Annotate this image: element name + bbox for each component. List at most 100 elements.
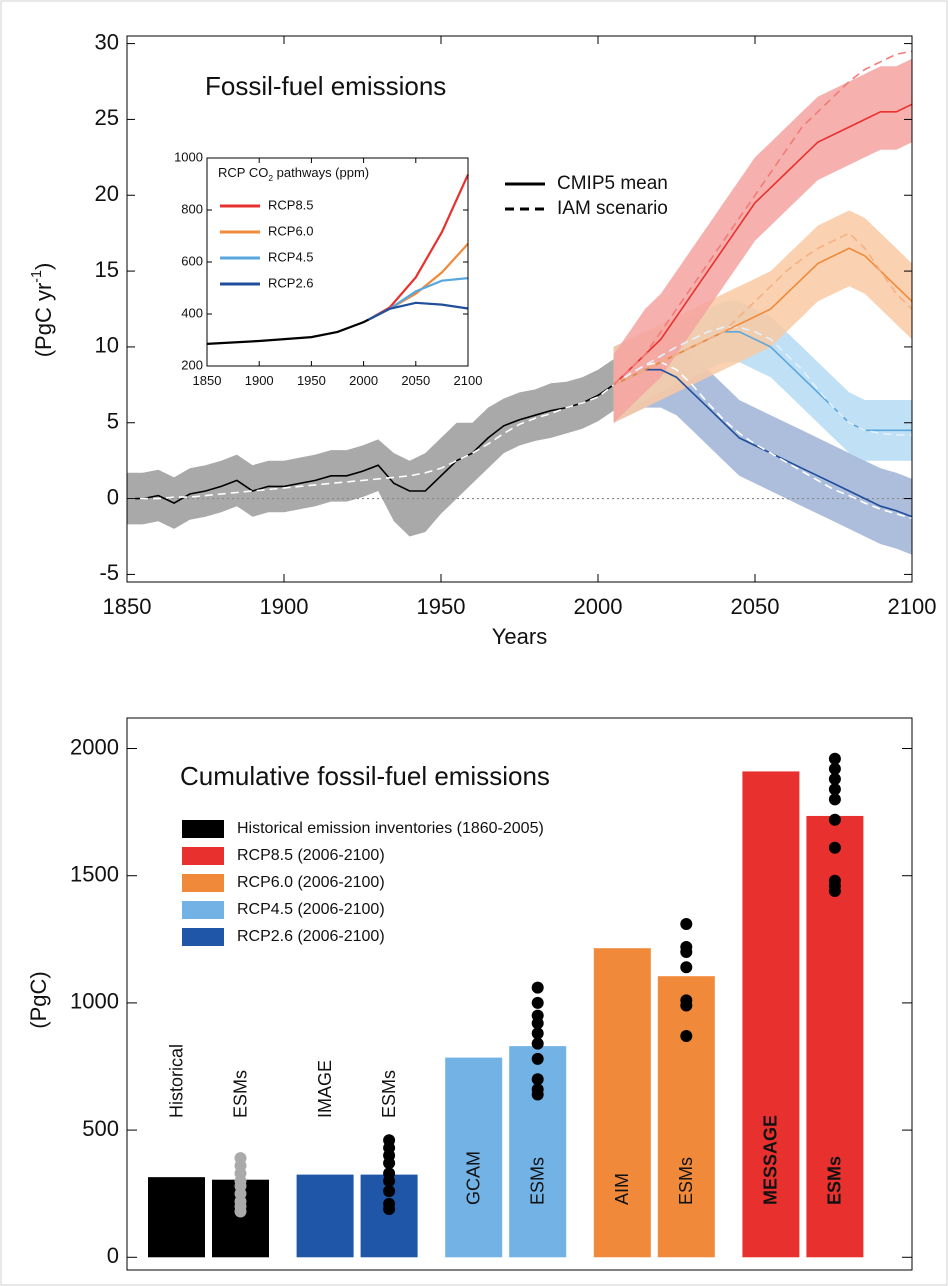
y-tick-label: 600 bbox=[181, 253, 203, 268]
bar-label: ESMs bbox=[230, 1070, 250, 1118]
model-point bbox=[828, 783, 841, 796]
x-tick-label: 2050 bbox=[731, 594, 780, 619]
iam-line bbox=[613, 50, 913, 386]
model-point bbox=[680, 918, 693, 931]
x-tick-label: 2100 bbox=[454, 373, 483, 388]
bar-label: ESMs bbox=[379, 1070, 399, 1118]
y-tick-label: 0 bbox=[107, 1243, 119, 1268]
legend-label: RCP4.5 (2006-2100) bbox=[237, 901, 385, 918]
bar-label: IMAGE bbox=[315, 1060, 335, 1118]
data-line bbox=[368, 301, 469, 321]
iam-line bbox=[613, 326, 912, 436]
y-tick-label: 400 bbox=[181, 305, 203, 320]
x-tick-label: 1850 bbox=[103, 594, 152, 619]
y-tick-label: 15 bbox=[95, 257, 119, 282]
bar bbox=[593, 948, 651, 1258]
legend-label: RCP8.5 bbox=[268, 197, 314, 212]
data-line bbox=[127, 384, 615, 505]
legend-label: RCP4.5 bbox=[268, 249, 314, 264]
y-tick-label: 200 bbox=[181, 357, 203, 372]
model-point bbox=[531, 1083, 544, 1096]
data-line bbox=[206, 318, 370, 345]
model-point bbox=[680, 940, 693, 953]
iam-line bbox=[613, 361, 913, 520]
chart-title-part: pathways (ppm) bbox=[273, 165, 369, 180]
x-tick-label: 1850 bbox=[193, 373, 222, 388]
model-point bbox=[828, 752, 841, 765]
legend-swatch bbox=[182, 820, 224, 838]
legend-label: IAM scenario bbox=[557, 198, 668, 219]
x-tick-label: 2000 bbox=[349, 373, 378, 388]
legend-label: RCP6.0 (2006-2100) bbox=[237, 874, 385, 891]
model-point bbox=[531, 1052, 544, 1065]
model-point bbox=[828, 813, 841, 826]
y-tick-label: 1000 bbox=[174, 149, 203, 164]
legend-label: Historical emission inventories (1860-20… bbox=[237, 820, 544, 837]
bar bbox=[296, 1174, 354, 1258]
y-tick-label: 5 bbox=[107, 409, 119, 434]
model-point bbox=[383, 1167, 396, 1180]
axis-frame bbox=[126, 35, 913, 583]
model-point bbox=[531, 1073, 544, 1086]
iam-line bbox=[127, 384, 615, 500]
bar-label: ESMs bbox=[527, 1157, 547, 1205]
model-point bbox=[383, 1197, 396, 1210]
y-axis-label: (PgC yr-1) bbox=[29, 263, 56, 358]
model-point bbox=[828, 841, 841, 854]
y-tick-label: 1000 bbox=[70, 989, 119, 1014]
x-tick-label: 1950 bbox=[417, 594, 466, 619]
y-tick-label: 2000 bbox=[70, 734, 119, 759]
bar-label: MESSAGE bbox=[761, 1115, 781, 1205]
model-point bbox=[828, 874, 841, 887]
y-tick-label: 1500 bbox=[70, 862, 119, 887]
bar bbox=[445, 1057, 503, 1258]
legend-label: RCP8.5 (2006-2100) bbox=[237, 847, 385, 864]
model-point bbox=[531, 1027, 544, 1040]
model-point bbox=[531, 981, 544, 994]
x-tick-label: 2000 bbox=[574, 594, 623, 619]
bar-label: ESMs bbox=[676, 1157, 696, 1205]
x-tick-label: 2100 bbox=[888, 594, 937, 619]
chart-title: Cumulative fossil-fuel emissions bbox=[180, 761, 550, 791]
model-point bbox=[531, 996, 544, 1009]
plot-frame bbox=[207, 158, 468, 366]
y-tick-label: 25 bbox=[95, 105, 119, 130]
model-point bbox=[828, 773, 841, 786]
model-point bbox=[680, 1029, 693, 1042]
bar-label: GCAM bbox=[463, 1151, 483, 1205]
uncertainty-band bbox=[613, 58, 912, 423]
bar bbox=[742, 771, 800, 1258]
y-axis-label: (PgC) bbox=[26, 971, 51, 1028]
model-point bbox=[234, 1152, 247, 1165]
y-tick-label: 30 bbox=[95, 29, 119, 54]
model-point bbox=[680, 994, 693, 1007]
legend-label: CMIP5 mean bbox=[557, 173, 668, 194]
bar-label: Historical bbox=[166, 1044, 186, 1118]
y-tick-label: 500 bbox=[82, 1116, 119, 1141]
model-point bbox=[680, 961, 693, 974]
bar bbox=[148, 1177, 205, 1258]
iam-line bbox=[613, 232, 913, 386]
x-axis-label: Years bbox=[492, 624, 547, 649]
y-tick-label: -5 bbox=[99, 560, 119, 585]
bar-label: ESMs bbox=[825, 1156, 845, 1205]
legend-label: RCP2.6 (2006-2100) bbox=[237, 928, 385, 945]
model-point bbox=[828, 793, 841, 806]
legend-swatch bbox=[182, 847, 224, 865]
x-tick-label: 2050 bbox=[401, 373, 430, 388]
bar-label: AIM bbox=[612, 1173, 632, 1205]
y-tick-label: 10 bbox=[95, 333, 119, 358]
model-point bbox=[828, 762, 841, 775]
y-axis-label-part: (PgC yr bbox=[31, 283, 56, 358]
y-axis-label-part: ) bbox=[31, 263, 56, 270]
bar bbox=[657, 976, 715, 1258]
x-tick-label: 1900 bbox=[260, 594, 309, 619]
model-point bbox=[383, 1134, 396, 1147]
y-tick-label: 800 bbox=[181, 201, 203, 216]
chart-title-part: RCP CO bbox=[218, 165, 268, 180]
legend-swatch bbox=[182, 928, 224, 946]
y-tick-label: 20 bbox=[95, 181, 119, 206]
chart-title: Fossil-fuel emissions bbox=[205, 71, 446, 101]
model-point bbox=[531, 1037, 544, 1050]
